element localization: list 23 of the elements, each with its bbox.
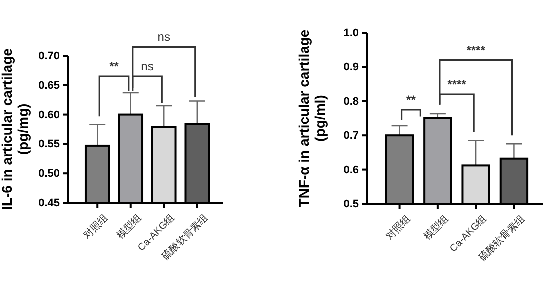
y-tick-label: 0.6 xyxy=(344,164,359,176)
annotation: ** xyxy=(406,92,416,107)
y-tick-label: 0.8 xyxy=(344,96,359,108)
y-tick-label: 0.60 xyxy=(38,109,60,122)
annotation: **** xyxy=(448,78,467,92)
y-tick-label: 0.5 xyxy=(344,198,359,211)
y-axis-title: IL-6 in articular cartilage (pg/mg) xyxy=(0,48,32,210)
x-tick-label: 对照组 xyxy=(81,212,111,242)
annotation: ** xyxy=(110,60,120,74)
text: ns xyxy=(158,30,170,44)
x-tick-label: 对照组 xyxy=(383,212,414,243)
y-tick-label: 0.50 xyxy=(38,168,60,180)
x-tick-label: 模型组 xyxy=(422,212,452,243)
y-axis-title: TNF-α in articular cartilage (pg/ml) xyxy=(296,30,328,208)
y-tick-label: 0.70 xyxy=(38,50,60,63)
y-tick-label: 0.45 xyxy=(38,198,60,210)
annotation: ns xyxy=(141,60,154,74)
y-tick-label: 0.65 xyxy=(38,80,60,92)
y-tick-label: 1.0 xyxy=(344,28,359,40)
annotation: **** xyxy=(466,43,486,58)
y-tick-label: 0.55 xyxy=(38,138,60,151)
y-tick-label: 0.7 xyxy=(344,130,359,142)
y-tick-label: 0.9 xyxy=(344,62,359,74)
